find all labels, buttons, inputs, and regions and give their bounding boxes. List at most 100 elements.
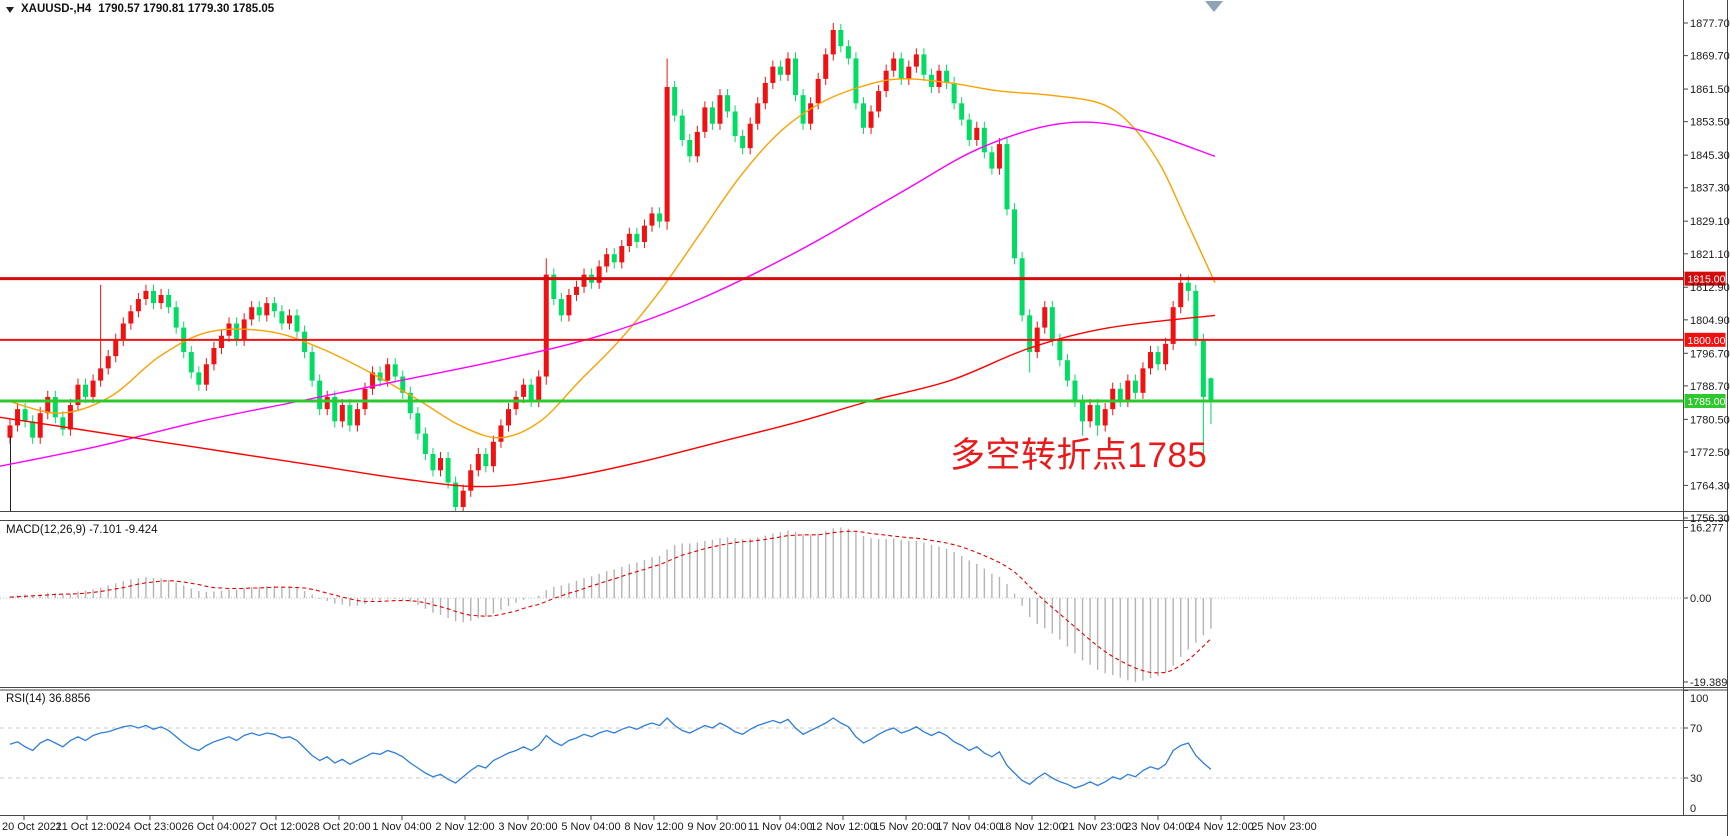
- candle: [521, 384, 527, 397]
- candle: [966, 119, 972, 141]
- price-axis[interactable]: 1877.70 1869.70 1861.50 1853.50 1845.30 1837.…: [1683, 18, 1730, 525]
- annotation-text[interactable]: 多空转折点1785: [950, 436, 1208, 475]
- svg-text:1877.70: 1877.70: [1690, 18, 1730, 30]
- price-line-1800[interactable]: 1800.00: [0, 332, 1726, 347]
- candle: [1004, 144, 1010, 210]
- candle: [60, 417, 66, 430]
- candle: [158, 294, 164, 304]
- candle: [838, 29, 844, 47]
- macd-axis[interactable]: 16.277 0.00 -19.389: [1683, 523, 1728, 689]
- candle: [808, 103, 814, 124]
- candle: [687, 140, 693, 157]
- price-line-badge: [1684, 332, 1726, 347]
- rsi-level-lines: [0, 727, 1684, 779]
- price-line-badge: [1684, 271, 1726, 286]
- candle: [566, 294, 572, 316]
- candle: [422, 433, 428, 454]
- candle: [407, 392, 413, 414]
- candle: [740, 135, 746, 149]
- candle: [256, 307, 262, 316]
- svg-text:1829.10: 1829.10: [1690, 216, 1730, 228]
- candle: [634, 233, 640, 242]
- candle: [22, 409, 28, 422]
- candle: [868, 111, 874, 128]
- svg-text:30: 30: [1690, 773, 1702, 785]
- candle: [891, 58, 897, 71]
- candle: [830, 29, 836, 55]
- candle: [815, 78, 821, 104]
- candle: [347, 405, 353, 426]
- candle: [105, 356, 111, 369]
- price-line-1785[interactable]: 1785.00: [0, 393, 1726, 408]
- price-line-badge: [1684, 393, 1726, 408]
- svg-text:1756.30: 1756.30: [1690, 513, 1730, 525]
- symbol-info-bar[interactable]: XAUUSD-,H4 1790.57 1790.81 1779.30 1785.…: [6, 3, 274, 15]
- candle: [944, 70, 950, 83]
- candle: [1049, 307, 1055, 340]
- candle: [1064, 360, 1070, 381]
- macd-histogram: [9, 527, 1212, 682]
- ma-fast-orange-line: [7, 78, 1216, 439]
- candle: [1080, 400, 1086, 422]
- svg-text:11 Nov 04:00: 11 Nov 04:00: [748, 821, 813, 833]
- candle: [573, 286, 579, 295]
- svg-text:1821.10: 1821.10: [1690, 249, 1730, 261]
- candle: [679, 115, 685, 141]
- candle: [1163, 343, 1169, 365]
- candle: [596, 266, 602, 283]
- candle: [392, 364, 398, 377]
- candle: [234, 323, 240, 340]
- candle: [400, 376, 406, 393]
- symbol-dropdown-icon[interactable]: [6, 6, 14, 13]
- candle: [120, 323, 126, 340]
- ma-slow-red-line: [0, 314, 1216, 488]
- candle: [732, 111, 738, 136]
- candle: [385, 364, 391, 381]
- candle: [483, 453, 489, 467]
- candle: [1148, 352, 1154, 369]
- candle: [709, 107, 715, 124]
- candle: [143, 290, 149, 300]
- candle: [460, 490, 466, 507]
- candle: [370, 372, 376, 389]
- candle: [1057, 339, 1063, 361]
- svg-text:1764.30: 1764.30: [1690, 480, 1730, 492]
- svg-text:21 Nov 23:00: 21 Nov 23:00: [1062, 821, 1127, 833]
- svg-text:70: 70: [1690, 723, 1702, 735]
- candle: [974, 127, 980, 141]
- candle: [264, 303, 270, 316]
- candle: [1027, 315, 1033, 353]
- candle: [528, 384, 534, 401]
- candle: [196, 372, 202, 385]
- candle: [1125, 380, 1131, 401]
- candle: [113, 339, 119, 357]
- candle: [611, 254, 617, 263]
- candle: [1019, 258, 1025, 316]
- candle: [173, 307, 179, 328]
- candle: [75, 384, 81, 406]
- chart-shift-marker-icon[interactable]: [1205, 1, 1223, 12]
- price-line-1815[interactable]: 1815.00: [0, 271, 1726, 286]
- candle: [1132, 380, 1138, 393]
- candle: [581, 274, 587, 287]
- candle: [67, 405, 73, 430]
- candle: [52, 396, 58, 418]
- candle: [1072, 380, 1078, 401]
- candle: [951, 82, 957, 104]
- candle: [913, 54, 919, 67]
- candle: [430, 453, 436, 471]
- svg-text:9 Nov 20:00: 9 Nov 20:00: [687, 821, 746, 833]
- svg-text:15 Nov 20:00: 15 Nov 20:00: [873, 821, 938, 833]
- candle: [279, 311, 285, 324]
- rsi-axis[interactable]: 100 70 30 0: [1683, 690, 1709, 816]
- candle: [551, 274, 557, 300]
- svg-text:16.277: 16.277: [1690, 523, 1724, 535]
- svg-text:0.00: 0.00: [1690, 593, 1711, 605]
- candle: [1117, 388, 1123, 401]
- candle: [770, 66, 776, 83]
- candle: [1208, 378, 1214, 401]
- svg-text:24 Oct 23:00: 24 Oct 23:00: [119, 821, 182, 833]
- candle: [128, 311, 134, 324]
- candle: [37, 413, 43, 438]
